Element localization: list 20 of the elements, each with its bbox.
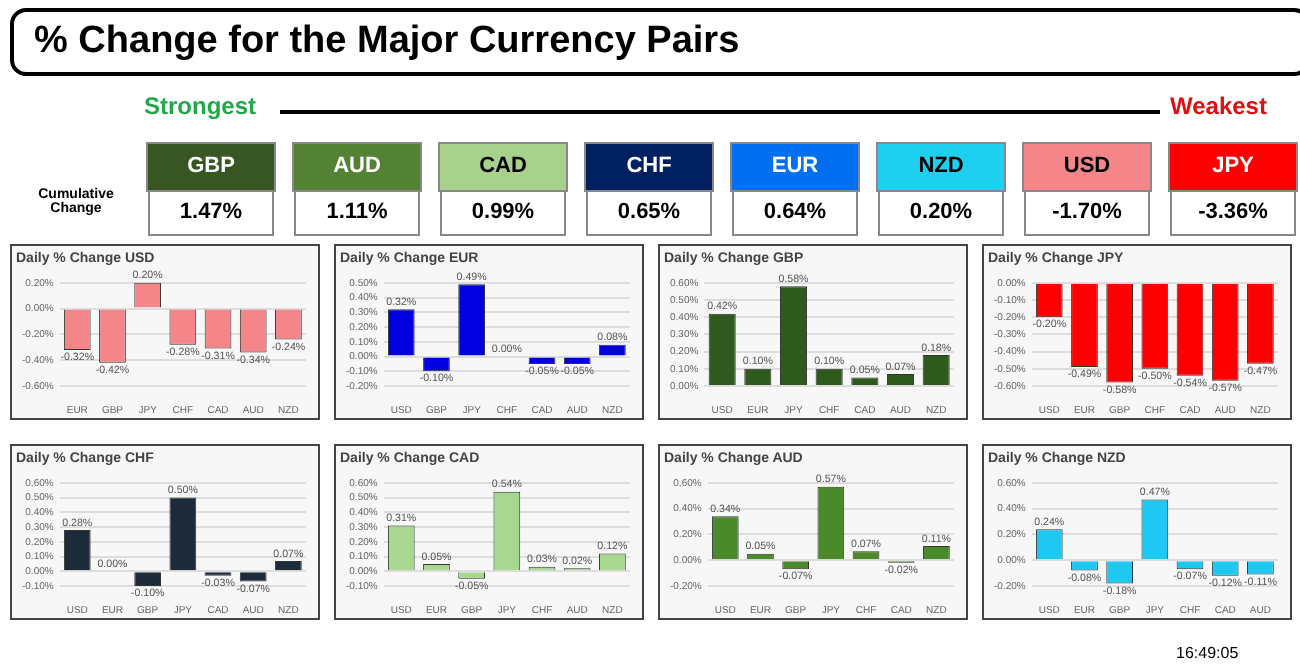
category-label: GBP [148,144,274,190]
text: % Change for the Major Currency Pairs [10,8,1300,76]
category-label: CHF [586,144,712,190]
category-label: EUR [732,144,858,190]
text: 1.11% [326,200,388,224]
text: Weakest [1170,92,1267,120]
category-label: USD [1024,144,1150,190]
text: 16:49:05 [1176,644,1239,662]
text: 0.64% [763,200,827,224]
text: -3.36% [1198,200,1268,224]
category-label: CAD [440,144,566,190]
text: 0.20% [909,200,973,224]
text: -1.70% [1052,200,1122,224]
text: Strongest [144,92,257,120]
text: 0.65% [617,200,681,224]
text: 1.47% [179,200,243,224]
category-label: NZD [878,144,1004,190]
category-label: AUD [294,144,420,190]
text: 0.99% [471,200,535,224]
category-label: JPY [1170,144,1296,190]
